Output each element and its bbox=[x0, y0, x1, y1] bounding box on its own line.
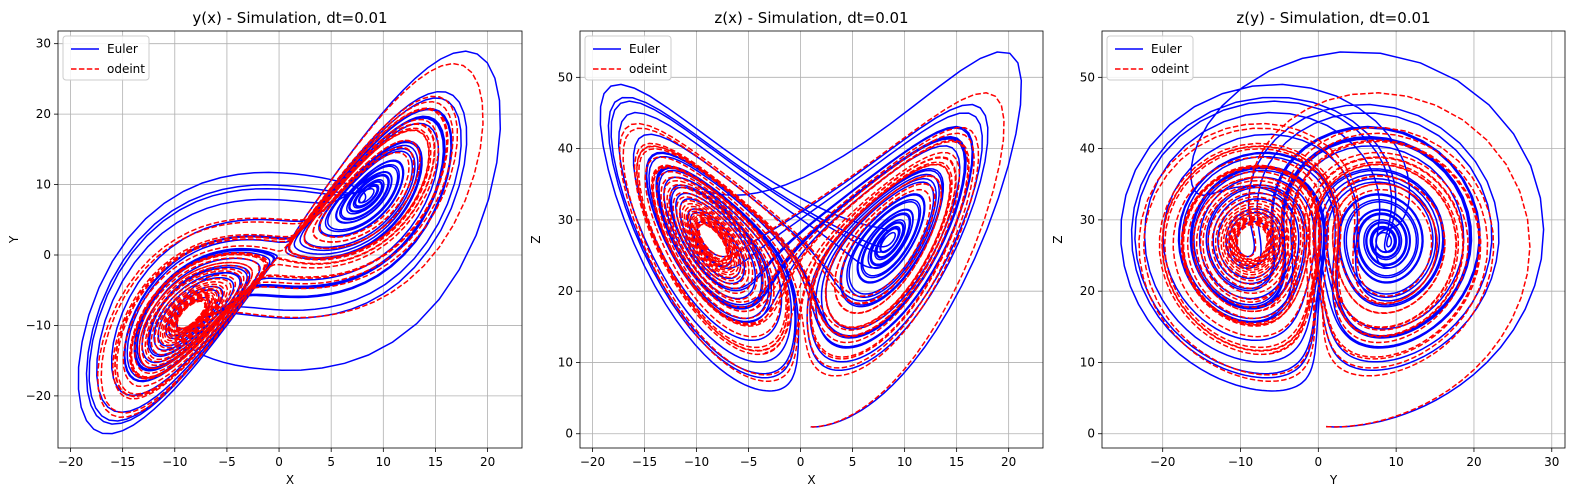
x-tick-label: 5 bbox=[327, 455, 335, 469]
y-tick-label: 10 bbox=[1080, 355, 1095, 369]
y-tick-label: 0 bbox=[1087, 427, 1095, 441]
legend: Euler odeint bbox=[62, 35, 150, 81]
x-tick-label: −15 bbox=[110, 455, 135, 469]
y-tick-label: 20 bbox=[558, 284, 573, 298]
x-tick-label: 20 bbox=[1466, 455, 1481, 469]
subplot-1: −20 −15 −10 −5 0 5 10 15 20 −20 −10 0 10 20 30 y(x) - S… bbox=[7, 9, 523, 487]
y-tick-label: 20 bbox=[1080, 284, 1095, 298]
x-tick-label: 15 bbox=[428, 455, 443, 469]
y-tick-label: 10 bbox=[36, 178, 51, 192]
y-tick-label: 30 bbox=[558, 213, 573, 227]
series-line-odeint bbox=[1138, 92, 1531, 428]
x-tick-label: −10 bbox=[684, 455, 709, 469]
axes-frame bbox=[1101, 30, 1566, 449]
x-tick-label: −15 bbox=[632, 455, 657, 469]
legend: Euler odeint bbox=[584, 35, 672, 81]
x-tick-label: 30 bbox=[1544, 455, 1559, 469]
legend-label-euler: Euler bbox=[629, 42, 660, 56]
x-tick-label: 10 bbox=[897, 455, 912, 469]
x-tick-label: −10 bbox=[162, 455, 187, 469]
x-tick-label: 0 bbox=[275, 455, 283, 469]
legend-box bbox=[62, 35, 150, 81]
y-tick-label: 30 bbox=[1080, 213, 1095, 227]
y-tick-label: 40 bbox=[1080, 142, 1095, 156]
legend-label-euler: Euler bbox=[107, 42, 138, 56]
y-tick-label: −10 bbox=[26, 318, 51, 332]
x-tick-label: −20 bbox=[58, 455, 83, 469]
x-tick-label: 20 bbox=[1001, 455, 1016, 469]
y-axis-label: Z bbox=[1051, 235, 1065, 243]
legend-label-odeint: odeint bbox=[107, 62, 145, 76]
x-tick-label: 20 bbox=[480, 455, 495, 469]
axes-frame bbox=[579, 30, 1044, 449]
legend-box bbox=[584, 35, 672, 81]
legend: Euler odeint bbox=[1106, 35, 1194, 81]
x-tick-label: 0 bbox=[797, 455, 805, 469]
x-axis-label: X bbox=[807, 473, 815, 487]
x-axis-label: Y bbox=[1329, 473, 1338, 487]
chart-title: z(x) - Simulation, dt=0.01 bbox=[714, 9, 908, 27]
x-tick-label: −5 bbox=[740, 455, 758, 469]
x-tick-label: −10 bbox=[1228, 455, 1253, 469]
axes-frame bbox=[57, 30, 523, 449]
x-tick-label: 0 bbox=[1315, 455, 1323, 469]
subplot-2: −20 −15 −10 −5 0 5 10 15 20 0 10 20 30 40 50 z(x) - Sim… bbox=[529, 9, 1044, 487]
y-tick-label: 20 bbox=[36, 107, 51, 121]
y-tick-label: 50 bbox=[558, 70, 573, 84]
x-tick-label: −5 bbox=[218, 455, 236, 469]
y-tick-label: 50 bbox=[1080, 70, 1095, 84]
y-tick-label: 30 bbox=[36, 37, 51, 51]
legend-label-odeint: odeint bbox=[629, 62, 667, 76]
y-axis-label: Y bbox=[7, 235, 21, 244]
x-tick-label: 10 bbox=[1389, 455, 1404, 469]
x-tick-label: 5 bbox=[849, 455, 857, 469]
x-tick-label: −20 bbox=[1150, 455, 1175, 469]
y-tick-label: −20 bbox=[26, 389, 51, 403]
x-axis-label: X bbox=[286, 473, 294, 487]
x-tick-label: 10 bbox=[376, 455, 391, 469]
series-line-odeint bbox=[618, 92, 1005, 428]
subplot-3: −20 −10 0 10 20 30 0 10 20 30 40 50 z(y) - Simulatio… bbox=[1051, 9, 1566, 487]
chart-title: z(y) - Simulation, dt=0.01 bbox=[1236, 9, 1430, 27]
x-tick-label: −20 bbox=[580, 455, 605, 469]
legend-box bbox=[1106, 35, 1194, 81]
y-tick-label: 0 bbox=[565, 427, 573, 441]
y-tick-label: 10 bbox=[558, 355, 573, 369]
chart-title: y(x) - Simulation, dt=0.01 bbox=[192, 9, 387, 27]
x-tick-label: 15 bbox=[949, 455, 964, 469]
legend-label-euler: Euler bbox=[1151, 42, 1182, 56]
legend-label-odeint: odeint bbox=[1151, 62, 1189, 76]
series-line-odeint bbox=[96, 62, 484, 419]
y-tick-label: 0 bbox=[43, 248, 51, 262]
series-line-euler bbox=[1120, 51, 1545, 428]
y-tick-label: 40 bbox=[558, 142, 573, 156]
y-axis-label: Z bbox=[529, 235, 543, 243]
